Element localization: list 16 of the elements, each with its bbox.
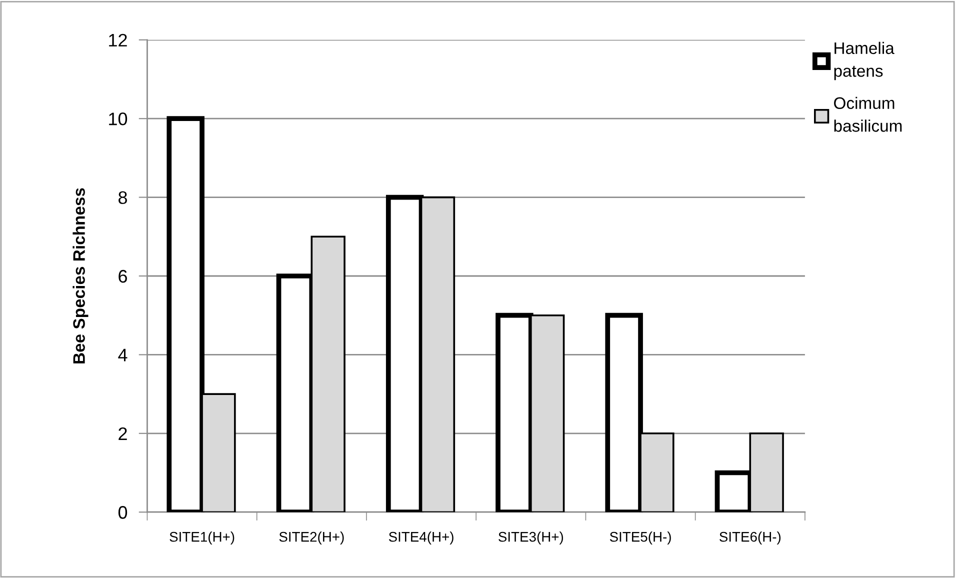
legend-label: Ocimum basilicum	[834, 96, 902, 132]
x-tick-label: SITE2(H+)	[279, 532, 344, 544]
y-tick-label: 12	[109, 34, 127, 46]
y-tick-label: 2	[118, 427, 127, 440]
x-tick-label: SITE4(H+)	[388, 532, 454, 544]
x-tick-label: SITE5(H-)	[610, 532, 671, 544]
y-axis-title: Bee Species Richness	[72, 188, 88, 364]
y-tick-label: 8	[118, 191, 127, 204]
y-tick-label: 6	[118, 270, 127, 283]
x-tick-label: SITE3(H+)	[498, 532, 564, 544]
x-tick-label: SITE1(H+)	[170, 532, 234, 544]
y-tick-label: 0	[118, 506, 128, 519]
legend-label: Hamelia patens	[834, 42, 894, 80]
y-tick-label: 4	[118, 348, 128, 362]
y-tick-label: 10	[109, 112, 128, 126]
x-tick-label: SITE6(H-)	[720, 532, 781, 544]
